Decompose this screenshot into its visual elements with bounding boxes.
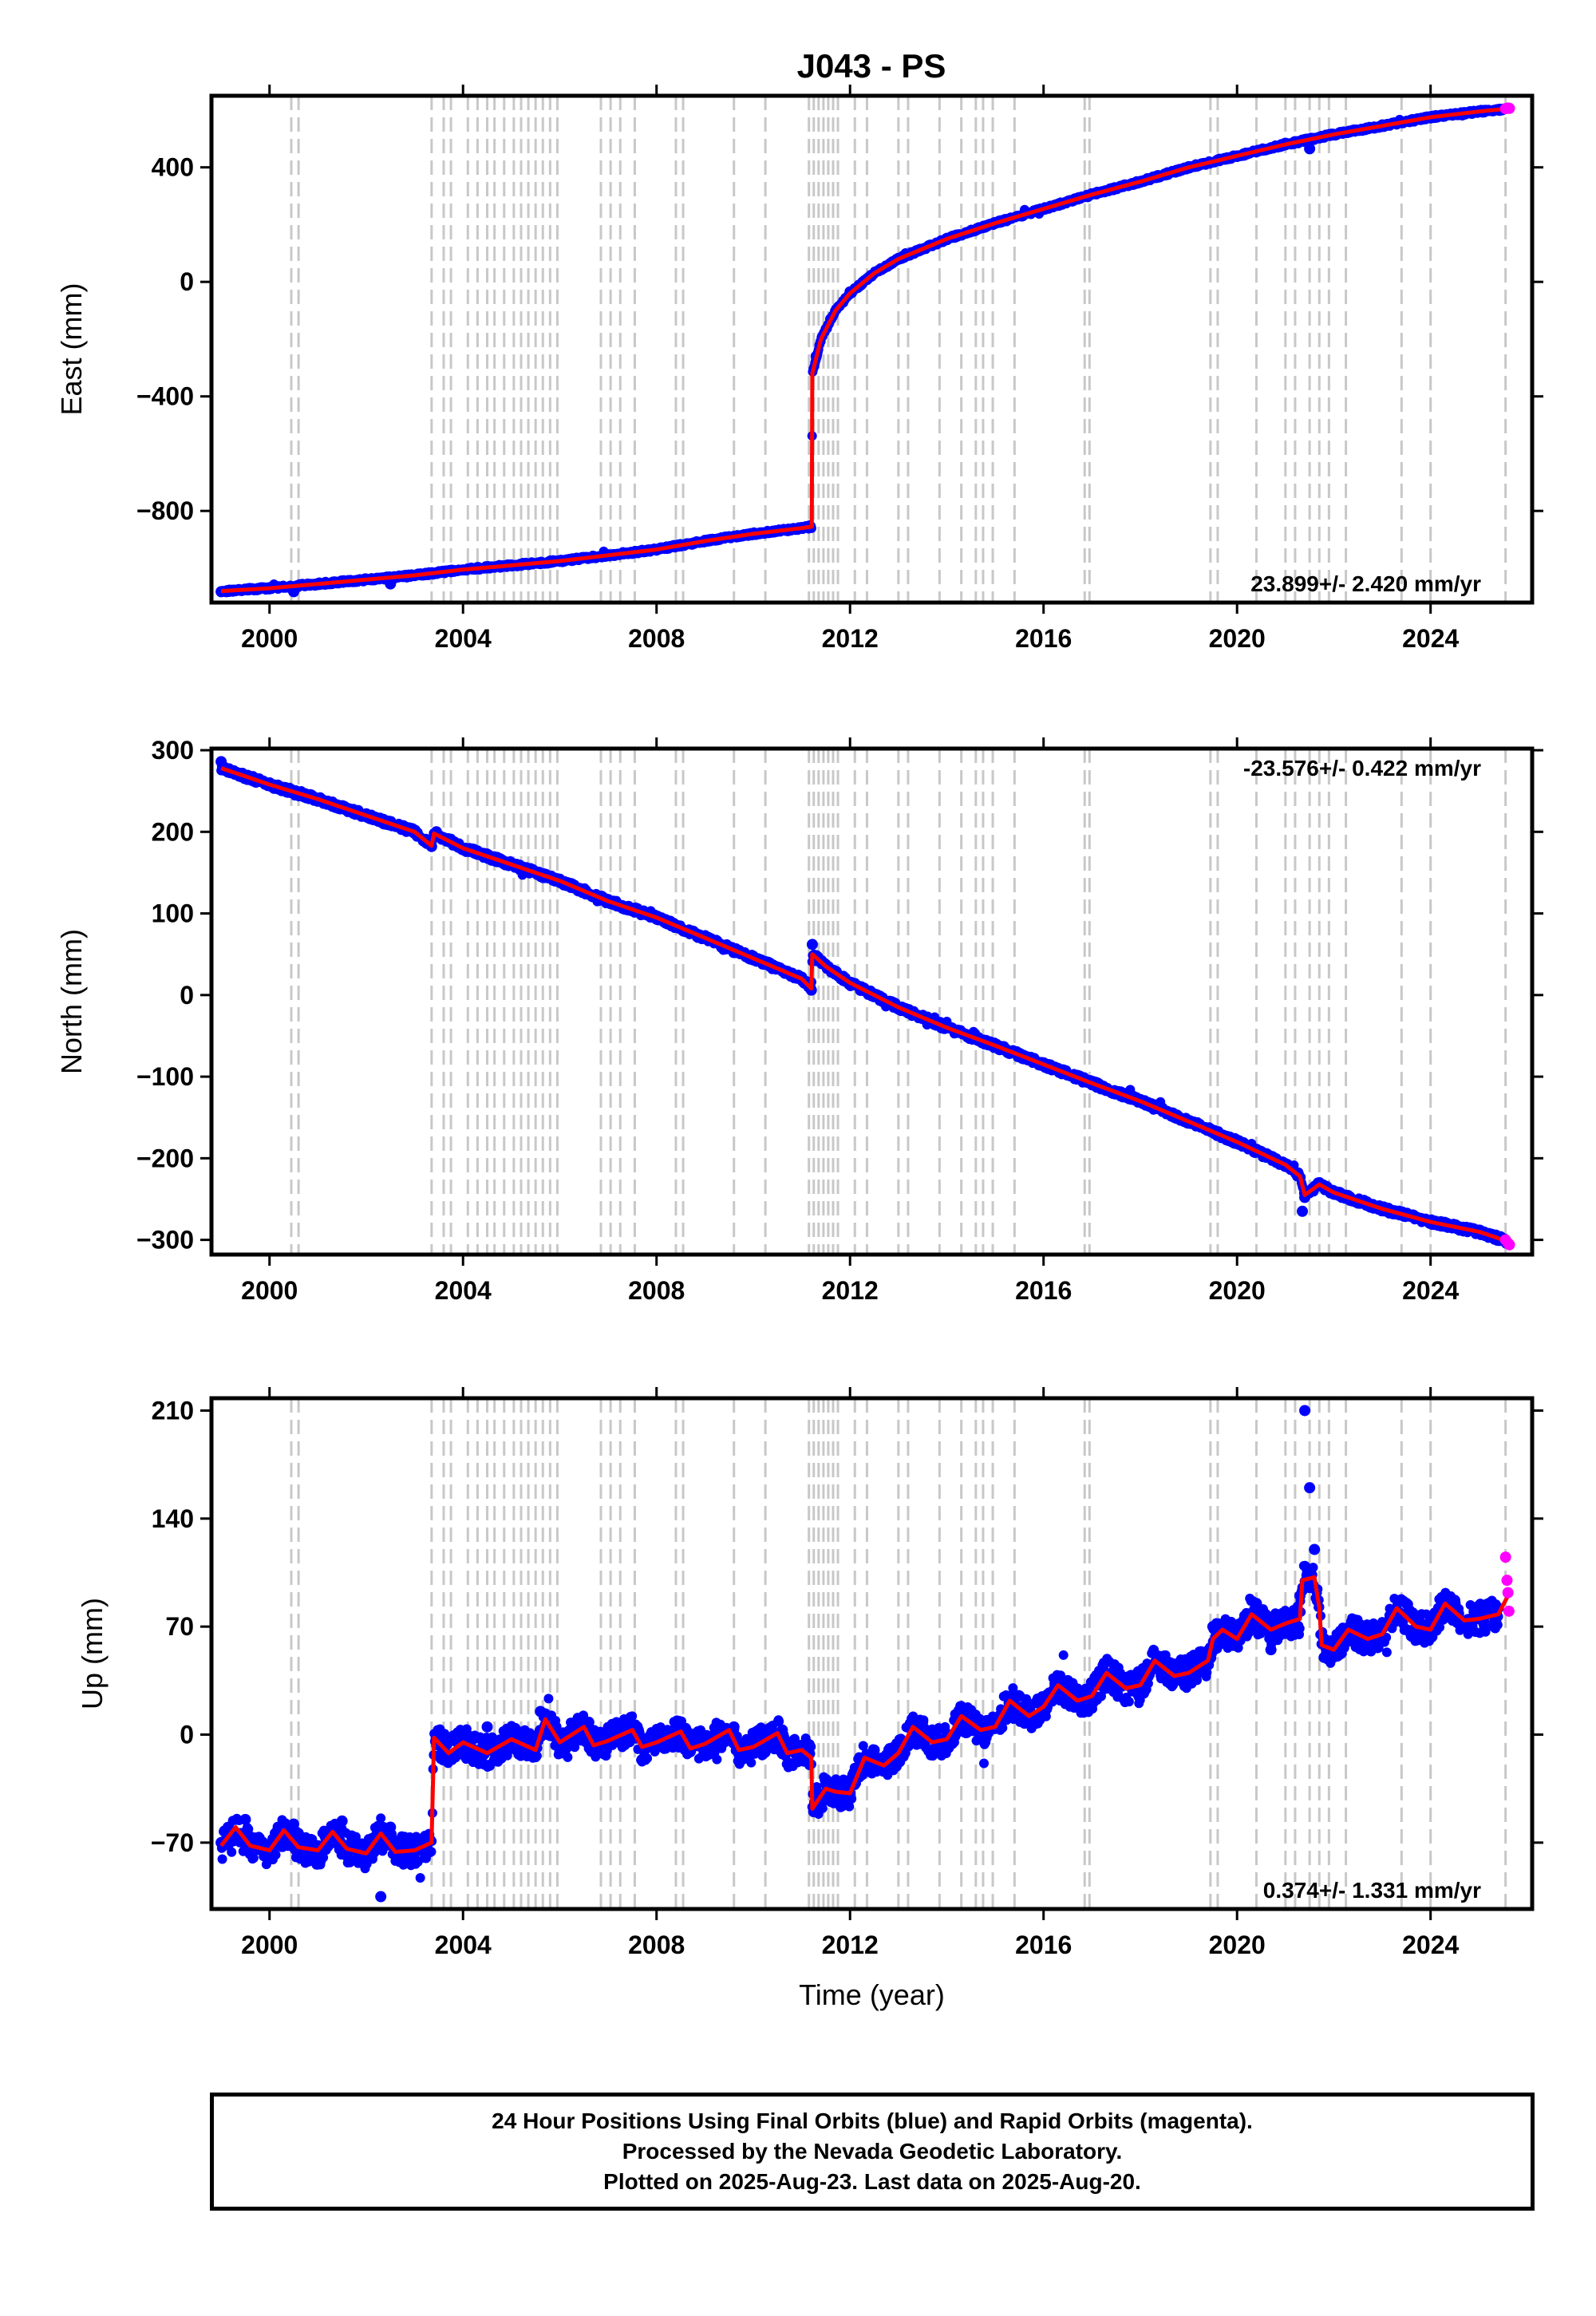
- rapid-orbit-point: [1503, 102, 1515, 114]
- plot-area-north: [215, 749, 1515, 1255]
- final-orbit-point: [806, 939, 818, 951]
- x-tick-label: 2004: [435, 1276, 492, 1305]
- y-tick-label: 400: [152, 153, 194, 182]
- plot-frame-north: [209, 746, 1535, 1257]
- x-tick-label: 2024: [1402, 624, 1459, 653]
- panel-north: 2000 2004 2008 2012 2016 2020 2024−300−200−100…: [55, 736, 1543, 1305]
- chart-title: J043 - PS: [797, 47, 946, 85]
- plot-frame-east: [209, 93, 1535, 605]
- model-fit-line: [220, 106, 1508, 594]
- final-orbit-point: [248, 1853, 259, 1863]
- rapid-orbits-series: [1499, 102, 1515, 115]
- panel-up: 2000 2004 2008 2012 2016 2020 2024−70070140210…: [76, 1387, 1543, 2011]
- final-orbit-point: [271, 1850, 281, 1860]
- plot-area-east: [215, 96, 1515, 603]
- final-orbit-point: [1304, 1482, 1316, 1494]
- x-tick-label: 2008: [628, 1276, 685, 1305]
- final-orbit-point: [272, 1821, 282, 1832]
- plot-area-up: [215, 1398, 1515, 1909]
- final-orbit-point: [1299, 1405, 1311, 1417]
- x-tick-label: 2016: [1015, 624, 1072, 653]
- final-orbit-point: [234, 1816, 244, 1826]
- y-tick-label: −400: [136, 382, 194, 411]
- x-tick-label: 2020: [1209, 1276, 1266, 1305]
- y-tick-label: −200: [136, 1144, 194, 1172]
- x-tick-label: 2008: [628, 624, 685, 653]
- rate-label: 23.899+/- 2.420 mm/yr: [1250, 571, 1481, 596]
- x-tick-label: 2012: [822, 1276, 879, 1305]
- panel-east: 2000 2004 2008 2012 2016 2020 2024 −800 −400 0 400…: [55, 85, 1543, 653]
- rapid-orbit-point: [1503, 1239, 1515, 1251]
- final-orbit-point: [217, 1854, 227, 1864]
- x-tick-label: 2024: [1402, 1276, 1459, 1305]
- final-orbit-point: [1309, 1543, 1321, 1555]
- y-tick-label: 200: [152, 817, 194, 846]
- x-tick-label: 2004: [435, 624, 492, 653]
- x-tick-label: 2016: [1015, 1276, 1072, 1305]
- model-fit-line: [220, 766, 1509, 1243]
- y-tick-label: −800: [136, 496, 194, 525]
- final-orbit-point: [1297, 1205, 1309, 1217]
- final-orbit-point: [227, 1847, 237, 1857]
- y-tick-label: −300: [136, 1226, 194, 1255]
- y-axis-label: East (mm): [55, 283, 88, 416]
- x-tick-label: 2012: [822, 624, 879, 653]
- final-orbit-point: [375, 1891, 387, 1903]
- x-tick-label: 2020: [1209, 624, 1266, 653]
- rapid-orbits-series: [1499, 1234, 1515, 1251]
- rate-label: -23.576+/- 0.422 mm/yr: [1243, 756, 1481, 781]
- final-orbits-series: [215, 103, 1509, 598]
- y-tick-label: 0: [180, 981, 194, 1010]
- y-tick-label: 300: [152, 736, 194, 765]
- y-axis-label: North (mm): [55, 929, 88, 1074]
- y-tick-label: 0: [180, 267, 194, 296]
- y-tick-label: 100: [152, 899, 194, 928]
- final-orbits-series: [215, 1405, 1504, 1903]
- y-tick-label: −100: [136, 1062, 194, 1091]
- x-tick-label: 2000: [241, 1276, 298, 1305]
- x-tick-label: 2000: [241, 624, 298, 653]
